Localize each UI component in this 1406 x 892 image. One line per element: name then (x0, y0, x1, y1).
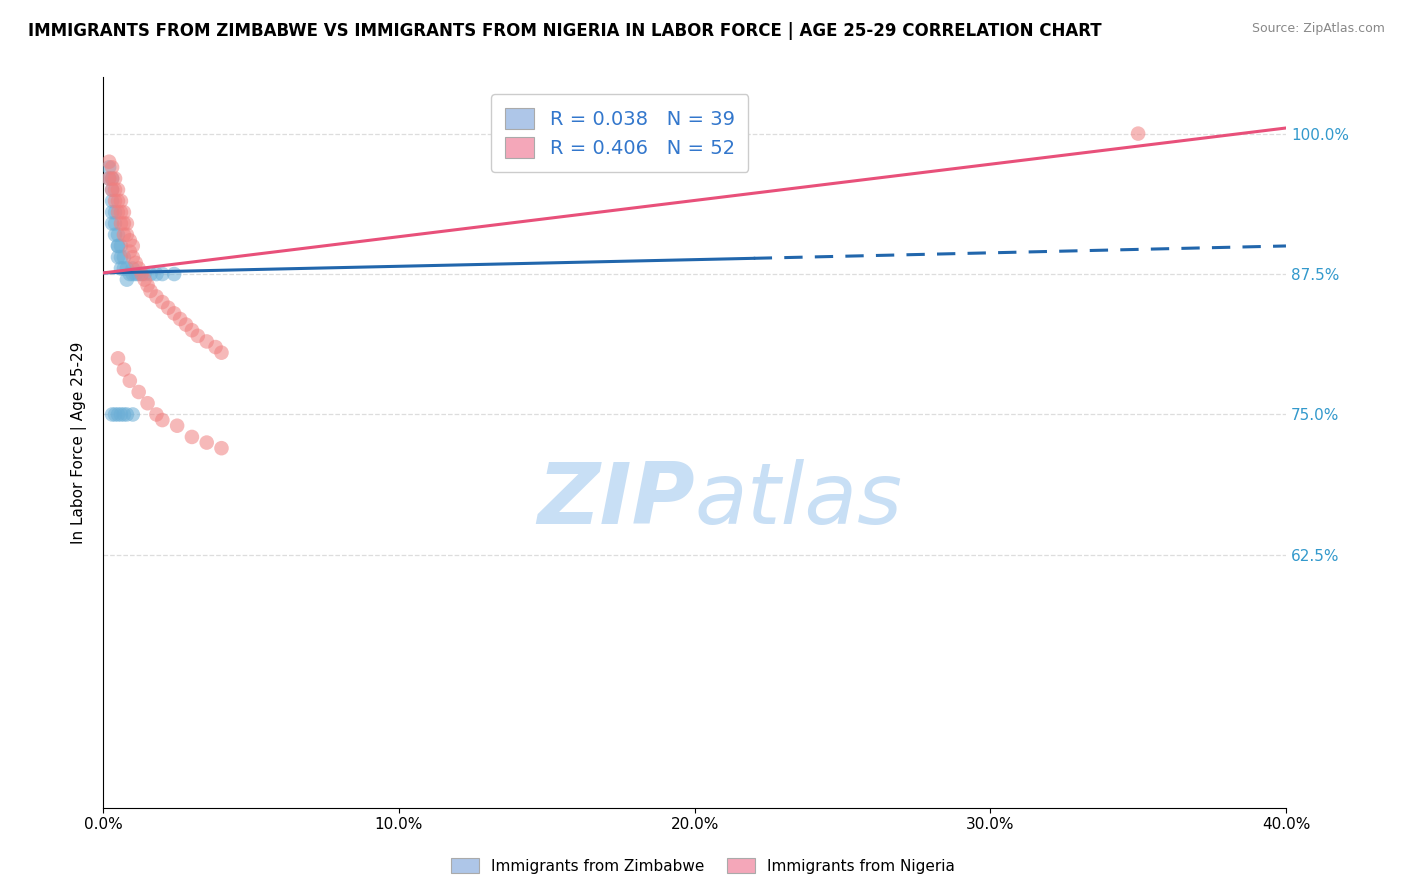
Text: atlas: atlas (695, 459, 903, 542)
Point (139, 284, 162, 298)
Point (139, 267, 162, 281)
Point (187, 328, 209, 343)
Point (145, 289, 167, 303)
Point (115, 273, 138, 287)
Point (163, 306, 186, 320)
Point (118, 233, 141, 247)
Point (118, 374, 141, 388)
Text: Source: ZipAtlas.com: Source: ZipAtlas.com (1251, 22, 1385, 36)
Point (110, 261, 132, 276)
Point (107, 408, 129, 422)
Point (112, 217, 135, 231)
Point (98, 171, 121, 186)
Point (110, 217, 132, 231)
Point (115, 217, 138, 231)
Point (131, 267, 153, 281)
Point (115, 261, 138, 276)
Point (118, 244, 141, 259)
Point (121, 261, 143, 276)
Point (150, 413, 173, 427)
Point (107, 205, 129, 219)
Point (98, 171, 121, 186)
Point (112, 227, 135, 242)
Point (110, 205, 132, 219)
Point (125, 267, 148, 281)
Point (101, 171, 124, 186)
Point (107, 351, 129, 366)
Point (180, 430, 202, 444)
Point (115, 227, 138, 242)
Point (101, 408, 124, 422)
Point (121, 267, 143, 281)
Point (204, 340, 226, 354)
Point (101, 194, 124, 208)
Point (112, 261, 135, 276)
Point (134, 273, 156, 287)
Point (1126, 127, 1149, 141)
Point (150, 267, 173, 281)
Point (112, 205, 135, 219)
Point (121, 408, 143, 422)
Point (121, 250, 143, 264)
Point (110, 408, 132, 422)
Point (115, 408, 138, 422)
Point (174, 318, 197, 332)
Point (101, 171, 124, 186)
Point (195, 334, 218, 349)
Point (107, 250, 129, 264)
Point (125, 256, 148, 270)
Point (128, 267, 150, 281)
Legend: Immigrants from Zimbabwe, Immigrants from Nigeria: Immigrants from Zimbabwe, Immigrants fro… (446, 852, 960, 880)
Point (195, 435, 218, 450)
Point (112, 250, 135, 264)
Point (131, 267, 153, 281)
Point (98, 161, 121, 175)
Point (104, 408, 127, 422)
Point (110, 194, 132, 208)
Point (112, 362, 135, 376)
Text: ZIP: ZIP (537, 459, 695, 542)
Point (136, 396, 159, 410)
Point (104, 227, 127, 242)
Point (166, 418, 188, 433)
Point (104, 205, 127, 219)
Point (104, 183, 127, 197)
Point (110, 250, 132, 264)
Point (101, 183, 124, 197)
Point (163, 267, 186, 281)
Point (150, 295, 173, 310)
Point (136, 278, 159, 293)
Point (157, 301, 180, 315)
Point (107, 239, 129, 253)
Point (211, 441, 233, 455)
Point (180, 323, 202, 337)
Point (107, 183, 129, 197)
Point (104, 171, 127, 186)
Point (98, 154, 121, 169)
Point (121, 239, 143, 253)
Point (169, 312, 191, 326)
Point (107, 227, 129, 242)
Point (101, 183, 124, 197)
Text: IMMIGRANTS FROM ZIMBABWE VS IMMIGRANTS FROM NIGERIA IN LABOR FORCE | AGE 25-29 C: IMMIGRANTS FROM ZIMBABWE VS IMMIGRANTS F… (28, 22, 1102, 40)
Point (107, 194, 129, 208)
Legend: R = 0.038   N = 39, R = 0.406   N = 52: R = 0.038 N = 39, R = 0.406 N = 52 (492, 95, 748, 172)
Point (107, 239, 129, 253)
Point (118, 267, 141, 281)
Point (101, 161, 124, 175)
Point (112, 408, 135, 422)
Point (101, 205, 124, 219)
Point (101, 217, 124, 231)
Point (134, 267, 156, 281)
Point (211, 345, 233, 359)
Point (104, 194, 127, 208)
Point (145, 267, 167, 281)
Point (110, 239, 132, 253)
Point (104, 217, 127, 231)
Point (128, 384, 150, 399)
Point (128, 261, 150, 276)
Y-axis label: In Labor Force | Age 25-29: In Labor Force | Age 25-29 (72, 342, 87, 544)
Point (145, 408, 167, 422)
